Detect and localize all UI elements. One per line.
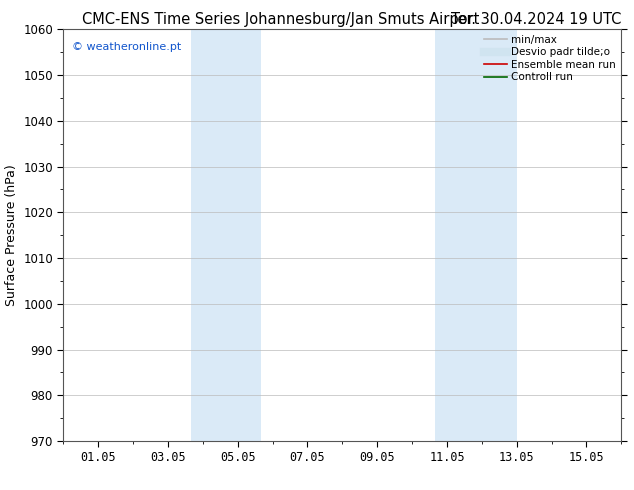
Bar — [436, 29, 517, 441]
Bar — [191, 29, 261, 441]
Legend: min/max, Desvio padr tilde;o, Ensemble mean run, Controll run: min/max, Desvio padr tilde;o, Ensemble m… — [482, 32, 618, 84]
Text: Ter. 30.04.2024 19 UTC: Ter. 30.04.2024 19 UTC — [451, 12, 621, 27]
Y-axis label: Surface Pressure (hPa): Surface Pressure (hPa) — [4, 164, 18, 306]
Text: © weatheronline.pt: © weatheronline.pt — [72, 42, 181, 52]
Text: CMC-ENS Time Series Johannesburg/Jan Smuts Airport: CMC-ENS Time Series Johannesburg/Jan Smu… — [82, 12, 480, 27]
